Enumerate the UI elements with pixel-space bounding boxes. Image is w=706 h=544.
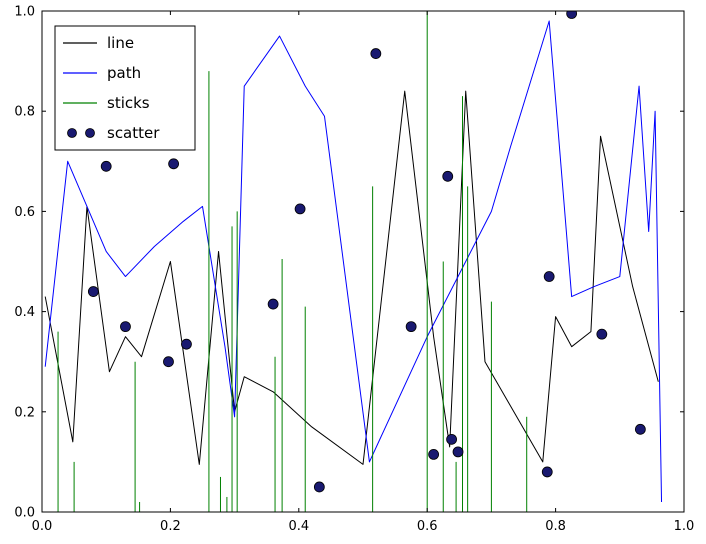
x-tick-label: 0.6 — [417, 519, 438, 534]
legend-scatter-marker-icon — [85, 128, 95, 138]
legend-box — [54, 25, 196, 151]
scatter-point — [452, 446, 464, 458]
y-tick-label: 0.4 — [14, 305, 35, 320]
scatter-point — [87, 286, 99, 297]
legend-scatter-marker-icon — [67, 128, 77, 138]
scatter-point — [100, 160, 112, 172]
scatter-point — [541, 466, 553, 478]
scatter-point — [168, 158, 180, 170]
scatter-point — [596, 328, 608, 340]
ticks: 0.0 0.2 0.4 0.6 0.8 1.0 0.0 0.2 0.4 0.6 0.8 1.0 — [14, 5, 694, 535]
y-tick-label: 0.2 — [14, 405, 35, 420]
x-tick-label: 0.0 — [32, 519, 53, 534]
x-tick-label: 0.4 — [288, 519, 309, 534]
scatter-point — [405, 321, 417, 333]
y-tick-label: 0.8 — [14, 105, 35, 120]
series-sticks — [57, 11, 528, 512]
legend-label: sticks — [107, 94, 150, 112]
y-tick-label: 1.0 — [14, 5, 35, 20]
legend: line path sticks scatter — [54, 25, 196, 151]
scatter-point — [566, 11, 578, 19]
plot-area — [44, 11, 663, 512]
y-tick-label: 0.0 — [14, 506, 35, 521]
series-path — [44, 20, 663, 502]
scatter-point — [543, 271, 555, 282]
series-line — [44, 90, 659, 465]
scatter-point — [442, 170, 454, 182]
scatter-point — [634, 423, 646, 435]
scatter-point — [267, 298, 279, 310]
x-tick-label: 0.8 — [545, 519, 566, 534]
scatter-point — [120, 321, 131, 333]
scatter-point — [370, 48, 382, 59]
scatter-point — [163, 356, 174, 368]
axes-frame — [41, 10, 685, 513]
scatter-point — [181, 338, 192, 350]
series-scatter — [87, 11, 646, 493]
legend-label: scatter — [107, 124, 160, 142]
scatter-point — [294, 203, 306, 215]
scatter-point — [446, 433, 457, 445]
x-tick-label: 1.0 — [674, 519, 695, 534]
y-tick-label: 0.6 — [14, 205, 35, 220]
legend-label: path — [107, 64, 141, 82]
x-tick-label: 0.2 — [160, 519, 181, 534]
legend-label: line — [107, 34, 134, 52]
scatter-point — [313, 481, 325, 493]
scatter-point — [428, 448, 440, 460]
